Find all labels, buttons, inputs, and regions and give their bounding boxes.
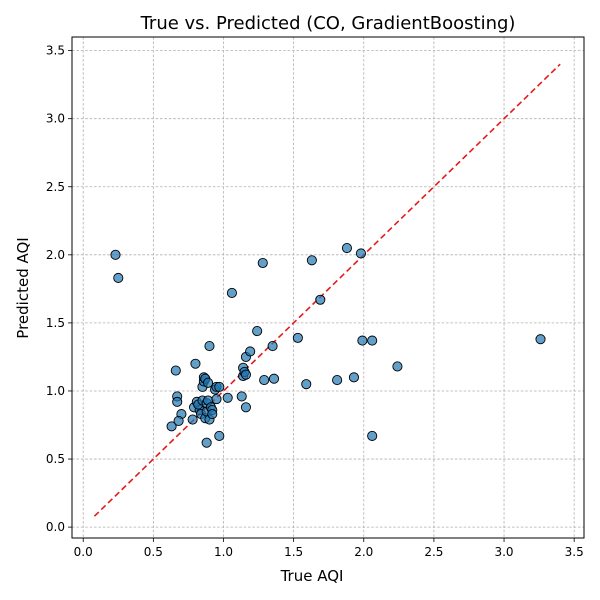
data-point [166,421,177,432]
x-tick-label: 2.5 [424,545,443,559]
x-tick-label: 1.0 [214,545,233,559]
data-point [332,375,343,386]
x-axis-ticks: 0.0 0.5 1.0 1.5 2.0 2.5 3.0 3.5 [74,538,584,559]
data-point [267,340,278,352]
data-point [170,365,181,376]
data-point [187,414,198,425]
data-point [172,396,183,407]
data-point [257,257,268,269]
data-point [306,255,317,266]
data-point [245,346,256,357]
data-point [173,415,184,426]
x-axis-label: True AQI [280,567,344,585]
x-tick-label: 0.0 [74,545,93,559]
data-point [392,361,403,372]
data-point [535,334,546,345]
data-point [203,377,214,388]
y-tick-label: 3.5 [46,44,65,58]
data-point [201,437,212,448]
y-tick-label: 0.5 [46,452,65,466]
data-point [240,369,251,380]
data-point [315,294,326,305]
y-tick-label: 1.0 [46,384,65,398]
data-point [348,372,360,383]
data-point [292,332,303,343]
data-point [259,375,270,386]
data-point [252,326,263,337]
y-tick-label: 2.5 [46,180,65,194]
y-axis-label: Predicted AQI [14,237,32,338]
data-point [113,272,124,284]
data-point [357,335,368,346]
x-tick-label: 3.0 [494,545,513,559]
data-point [204,340,215,352]
data-point [367,430,378,441]
data-point [226,287,237,298]
data-point [190,358,201,369]
x-tick-label: 3.5 [565,545,584,559]
data-points [110,242,546,448]
data-point [341,242,352,254]
axes-frame [71,36,585,539]
identity-reference-line [93,63,561,517]
chart-title: True vs. Predicted (CO, GradientBoosting… [140,13,516,34]
data-point [214,430,225,441]
data-point [268,373,280,384]
y-tick-label: 0.0 [46,520,65,534]
data-point [355,248,367,259]
x-tick-label: 1.5 [284,545,303,559]
reference-line-layer [93,63,561,517]
data-point [222,392,233,403]
data-point [211,394,222,405]
y-tick-label: 2.0 [46,248,65,262]
data-point [240,402,251,413]
y-tick-label: 3.0 [46,112,65,126]
y-axis-ticks: 0.0 0.5 1.0 1.5 2.0 2.5 3.0 3.5 [46,44,72,534]
data-point [367,335,378,346]
data-point [236,391,247,402]
data-point [214,381,225,392]
data-point [207,409,218,420]
data-point [301,379,312,390]
x-tick-label: 2.0 [354,545,373,559]
x-tick-label: 0.5 [144,545,163,559]
y-tick-label: 1.5 [46,316,65,330]
data-point [110,249,121,260]
grid [72,37,584,538]
